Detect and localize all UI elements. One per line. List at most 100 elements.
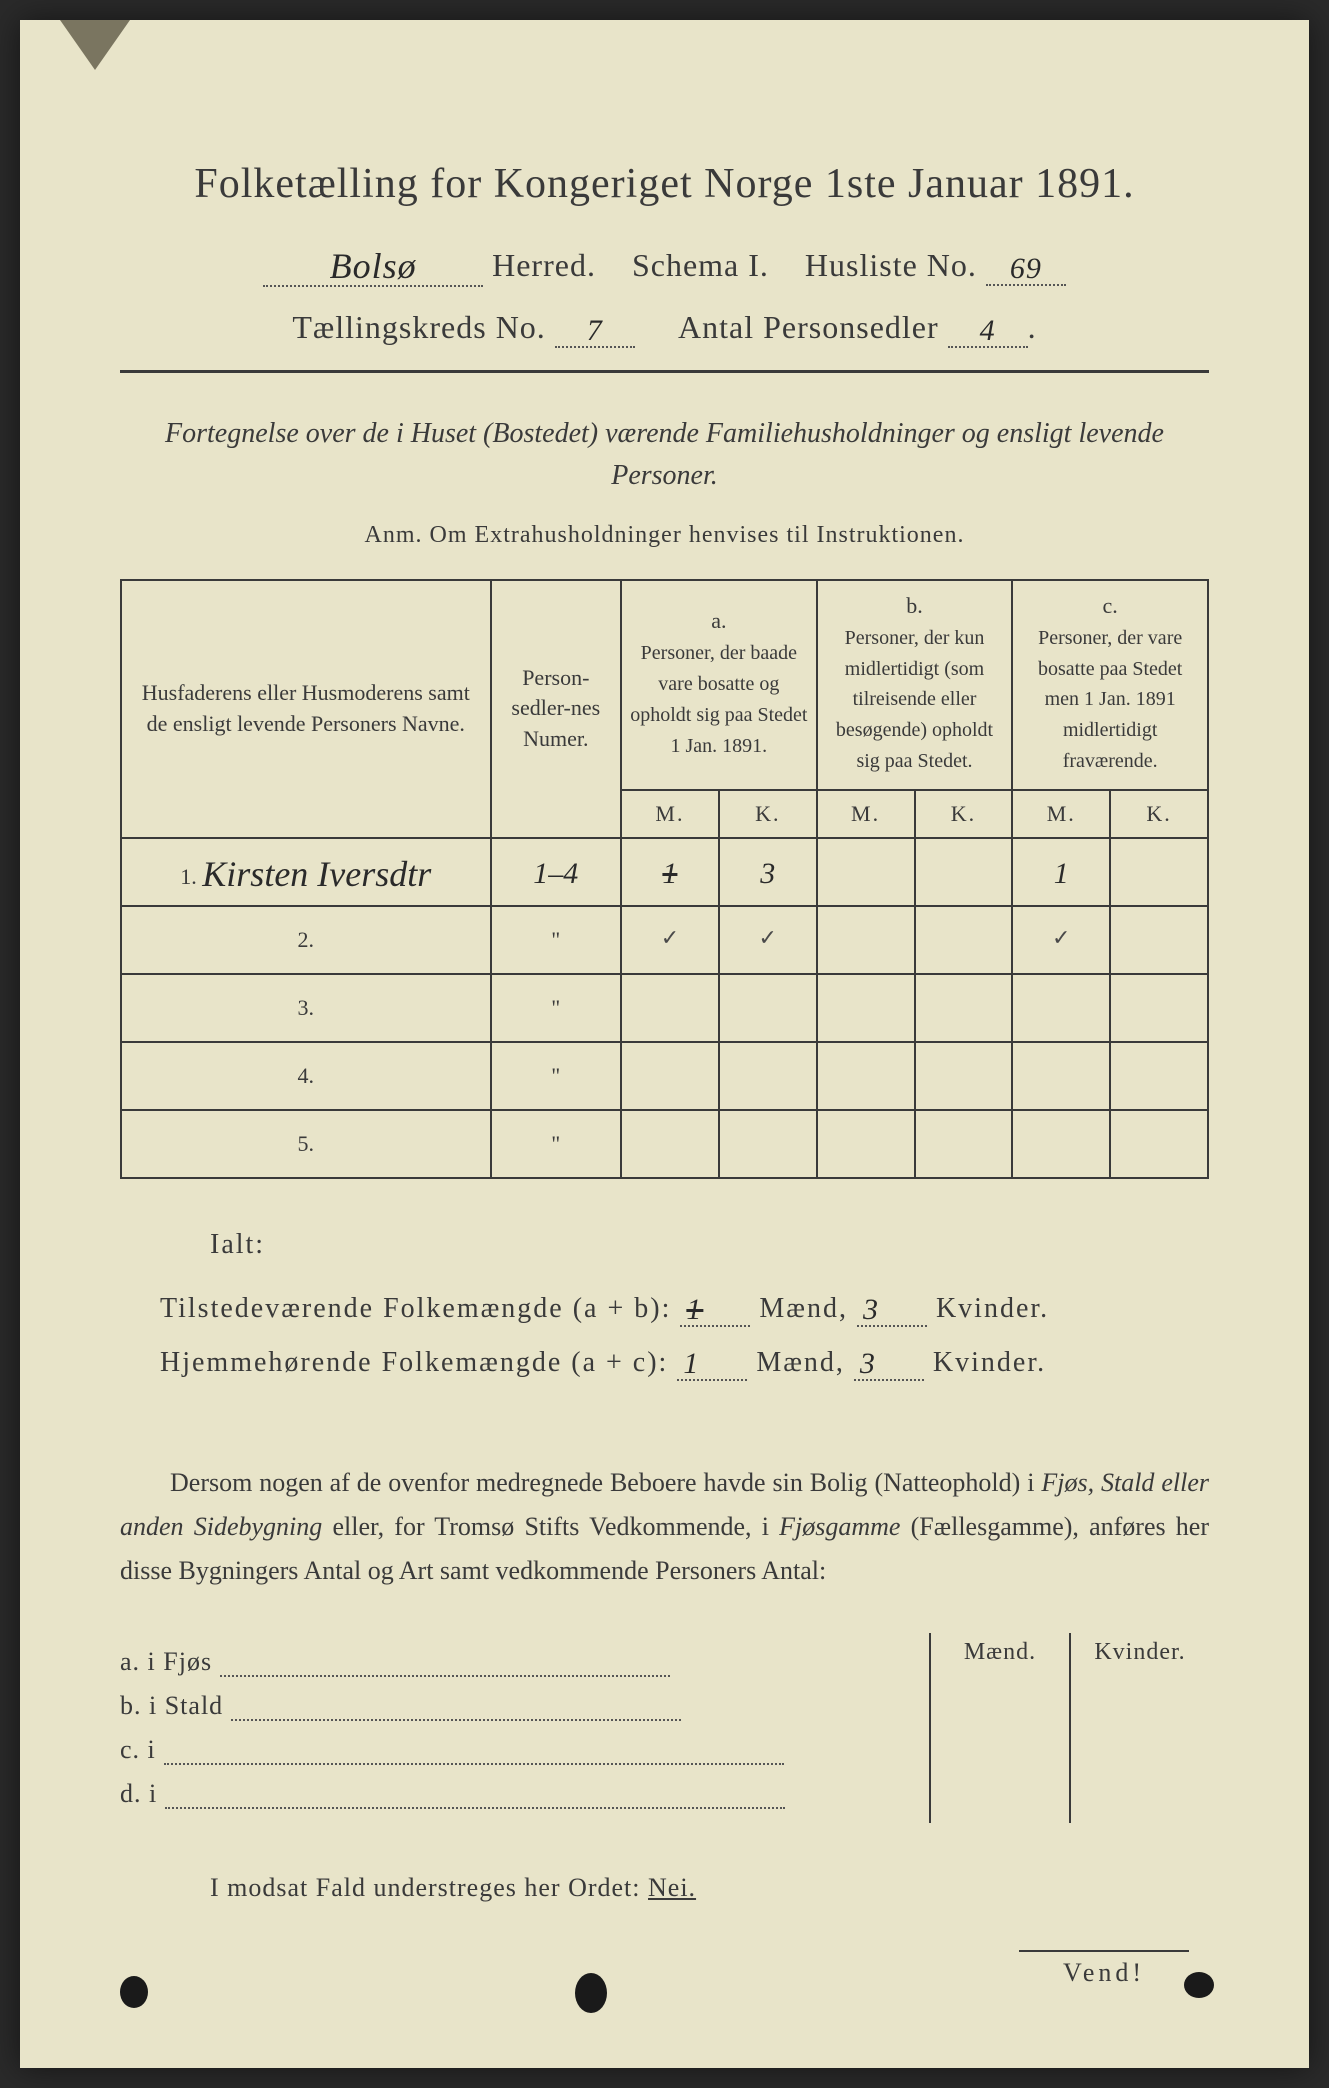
cell	[1012, 1042, 1110, 1110]
cell	[719, 1042, 817, 1110]
building-label: b. i Stald	[120, 1691, 223, 1720]
kreds-label: Tællingskreds No.	[292, 309, 545, 345]
cell	[1110, 906, 1208, 974]
kvinder-header: Kvinder.	[1071, 1633, 1209, 1676]
table-row: 1. Kirsten Iversdtr 1–4 1 3 1	[121, 838, 1208, 906]
census-table: Husfaderens eller Husmoderens samt de en…	[120, 579, 1209, 1179]
row-num-cell: 1–4	[491, 838, 621, 906]
summary-value: 3	[863, 1293, 880, 1327]
col-a-k: K.	[719, 790, 817, 838]
building-label: a. i Fjøs	[120, 1647, 212, 1676]
buildings-section: a. i Fjøs b. i Stald c. i d. i Mænd. Kvi…	[120, 1633, 1209, 1823]
cell-cm: 1	[1012, 838, 1110, 906]
maend-header: Mænd.	[931, 1633, 1069, 1676]
nei-line: I modsat Fald understreges her Ordet: Ne…	[210, 1873, 1209, 1903]
cell: "	[491, 974, 621, 1042]
building-label: c. i	[120, 1735, 156, 1764]
buildings-list: a. i Fjøs b. i Stald c. i d. i	[120, 1633, 929, 1823]
cell-bk	[915, 838, 1013, 906]
col-a-label: a.	[711, 608, 726, 633]
col-a-m: M.	[621, 790, 719, 838]
col-c-text: Personer, der vare bosatte paa Stedet me…	[1038, 627, 1182, 772]
cell	[1110, 1042, 1208, 1110]
ink-blot	[120, 1976, 148, 2008]
col-header-name: Husfaderens eller Husmoderens samt de en…	[121, 580, 491, 838]
cell	[621, 1042, 719, 1110]
ink-blot	[1184, 1972, 1214, 1998]
maend-label: Mænd,	[756, 1347, 845, 1378]
kreds-value: 7	[587, 314, 603, 348]
husliste-label: Husliste No.	[805, 247, 977, 283]
cell	[915, 1042, 1013, 1110]
herred-value: Bolsø	[330, 245, 417, 287]
col-header-b: b. Personer, der kun midlertidigt (som t…	[817, 580, 1013, 786]
table-body: 1. Kirsten Iversdtr 1–4 1 3 1 2. " ✓ ✓ ✓	[121, 838, 1208, 1178]
cell	[915, 974, 1013, 1042]
cell-ak: 3	[719, 838, 817, 906]
cell	[817, 906, 915, 974]
cell-ak: ✓	[719, 906, 817, 974]
cell: "	[491, 1110, 621, 1178]
cell	[719, 1110, 817, 1178]
col-c-label: c.	[1103, 593, 1118, 618]
building-row-a: a. i Fjøs	[120, 1647, 929, 1677]
cell-ck	[1110, 838, 1208, 906]
maend-label: Mænd,	[759, 1293, 848, 1324]
personsedler-label: Antal Personsedler	[678, 309, 939, 345]
census-form-page: Folketælling for Kongeriget Norge 1ste J…	[20, 20, 1309, 2068]
summary-resident: Hjemmehørende Folkemængde (a + c): 1 Mæn…	[160, 1345, 1209, 1381]
col-header-number: Person-sedler-nes Numer.	[491, 580, 621, 838]
table-row: 4. "	[121, 1042, 1208, 1110]
col-b-k: K.	[915, 790, 1013, 838]
col-c-k: K.	[1110, 790, 1208, 838]
table-row: 3. "	[121, 974, 1208, 1042]
row-number: 4.	[121, 1042, 491, 1110]
building-row-c: c. i	[120, 1735, 929, 1765]
cell	[1110, 1110, 1208, 1178]
summary-value: 1	[683, 1347, 700, 1381]
building-row-b: b. i Stald	[120, 1691, 929, 1721]
val: 3	[760, 857, 775, 891]
nei-word: Nei.	[648, 1873, 696, 1902]
form-title: Folketælling for Kongeriget Norge 1ste J…	[120, 160, 1209, 208]
buildings-paragraph: Dersom nogen af de ovenfor medregnede Be…	[120, 1461, 1209, 1594]
form-subtitle: Fortegnelse over de i Huset (Bostedet) v…	[120, 413, 1209, 497]
cell	[1110, 974, 1208, 1042]
cell	[817, 1042, 915, 1110]
cell	[817, 1110, 915, 1178]
row-number: 5.	[121, 1110, 491, 1178]
buildings-mk-columns: Mænd. Kvinder.	[929, 1633, 1209, 1823]
summary-value: 3	[860, 1347, 877, 1381]
kvinder-column: Kvinder.	[1071, 1633, 1209, 1823]
cell-bm	[817, 838, 915, 906]
summary-label: Hjemmehørende Folkemængde (a + c):	[160, 1347, 668, 1378]
val: 1	[662, 857, 677, 891]
checkmark: ✓	[728, 925, 808, 951]
cell	[1012, 1110, 1110, 1178]
dotfill	[220, 1675, 670, 1677]
val: 1	[1054, 857, 1069, 891]
dotfill	[231, 1719, 681, 1721]
vend-label: Vend!	[1019, 1950, 1189, 1988]
row-number: 1.	[180, 864, 197, 889]
table-row: 5. "	[121, 1110, 1208, 1178]
summary-value: 1	[686, 1293, 703, 1327]
herred-label: Herred.	[492, 247, 596, 283]
row-number: 2.	[121, 906, 491, 974]
form-annotation: Anm. Om Extrahusholdninger henvises til …	[120, 522, 1209, 549]
dotfill	[165, 1807, 785, 1809]
col-c-m: M.	[1012, 790, 1110, 838]
col-a-text: Personer, der baade vare bosatte og opho…	[630, 642, 807, 756]
ialt-label: Ialt:	[210, 1229, 1209, 1261]
col-b-text: Personer, der kun midlertidigt (som tilr…	[836, 627, 993, 772]
schema-label: Schema I.	[632, 247, 769, 283]
cell	[915, 1110, 1013, 1178]
summary-label: Tilstedeværende Folkemængde (a + b):	[160, 1293, 671, 1324]
nei-text: I modsat Fald understreges her Ordet:	[210, 1873, 641, 1902]
header-row-1: Bolsø Herred. Schema I. Husliste No. 69	[120, 243, 1209, 287]
cell	[915, 906, 1013, 974]
col-header-a: a. Personer, der baade vare bosatte og o…	[621, 580, 817, 786]
cell	[621, 1110, 719, 1178]
cell-am: 1	[621, 838, 719, 906]
header-rule	[120, 370, 1209, 373]
